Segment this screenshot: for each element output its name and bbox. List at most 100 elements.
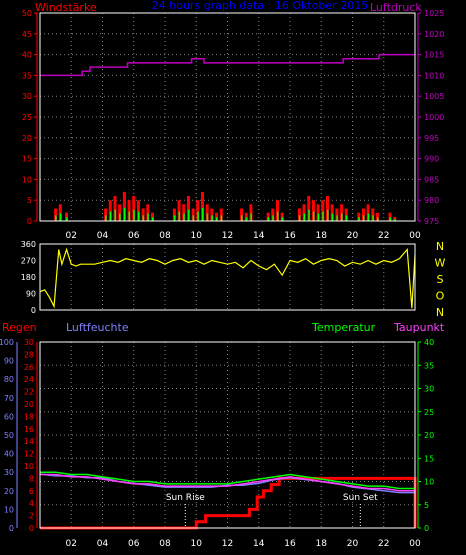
wind-average-bar [137, 211, 140, 221]
rain-tick-label: 22 [24, 388, 34, 397]
wind-average-bar [119, 213, 121, 221]
compass-label: O [436, 290, 445, 303]
x-tick-label: 12 [222, 231, 233, 241]
wind-average-bar [152, 217, 154, 221]
wind-tick-label: 35 [22, 71, 32, 80]
wind-bar [104, 208, 108, 221]
rain-tick-label: 6 [29, 487, 34, 496]
x-tick-label: 02 [66, 231, 77, 241]
rain-tick-label: 24 [24, 375, 34, 384]
wind-tick-label: 50 [22, 9, 32, 18]
wind-average-bar [123, 207, 126, 221]
x-tick-label: 20 [347, 539, 359, 549]
rain-tick-label: 26 [24, 363, 34, 372]
plot-frame [39, 12, 416, 222]
wind-average-bar [336, 215, 338, 221]
temperature-tick-label: 20 [424, 431, 434, 440]
wind-average-bar [367, 213, 370, 221]
wind-bar [371, 208, 375, 221]
wind-bar [127, 200, 131, 221]
x-tick-label: 14 [253, 539, 265, 549]
humidity-tick-label: 70 [4, 394, 14, 403]
wind-bar [249, 204, 253, 221]
wind-average-bar [303, 213, 306, 221]
x-tick-label: 10 [191, 539, 203, 549]
humidity-tick-label: 80 [4, 375, 14, 384]
wind-bar [276, 200, 279, 221]
wind-bar [132, 196, 136, 221]
pressure-line [40, 53, 415, 77]
humidity-tick-label: 20 [4, 487, 14, 496]
rain-tick-label: 30 [24, 338, 34, 347]
humidity-tick-label: 30 [4, 468, 14, 477]
temperature-tick-label: 5 [424, 501, 429, 510]
pressure-tick-label: 990 [424, 155, 439, 164]
wind-average-bar [362, 215, 365, 221]
wind-average-bar [183, 213, 185, 221]
wind-bar [357, 212, 361, 221]
wind-average-bar [187, 209, 190, 221]
wind-average-bar [331, 213, 334, 221]
wind-average-bar [322, 211, 324, 221]
wind-average-bar [59, 213, 62, 221]
dewpoint-axis-title: Taupunkt [393, 321, 445, 334]
humidity-line [39, 473, 415, 494]
wind-average-bar [66, 217, 68, 221]
wind-average-bar [312, 211, 315, 221]
wind-bar [191, 208, 195, 221]
rain-tick-label: 20 [24, 400, 34, 409]
wind-average-bar [178, 211, 181, 221]
pressure-tick-label: 1005 [424, 92, 444, 101]
wind-average-bar [308, 209, 310, 221]
pressure-tick-label: 995 [424, 134, 439, 143]
plot-frame [39, 243, 416, 311]
humidity-tick-label: 100 [0, 338, 14, 347]
wind-average-bar [211, 215, 213, 221]
rain-tick-label: 2 [29, 512, 34, 521]
pressure-tick-label: 975 [424, 217, 439, 226]
wind-tick-label: 10 [22, 175, 32, 184]
wind-bar [302, 204, 306, 221]
wind-average-bar [341, 213, 343, 221]
wind-average-bar [197, 211, 199, 221]
wind-tick-label: 5 [27, 196, 32, 205]
wind-bar [219, 208, 223, 221]
wind-tick-label: 40 [22, 51, 32, 60]
x-tick-label: 04 [97, 539, 109, 549]
wind-average-bar [277, 211, 279, 221]
wind-average-bar [114, 209, 116, 221]
temperature-tick-label: 25 [424, 408, 434, 417]
rain-tick-label: 12 [24, 450, 34, 459]
wind-average-bar [272, 215, 274, 221]
wind-bar [215, 212, 219, 221]
wind-tick-label: 20 [22, 134, 32, 143]
x-tick-label: 08 [159, 231, 171, 241]
wind-bar [151, 212, 154, 221]
x-tick-label: 00 [409, 231, 421, 241]
x-tick-label: 04 [97, 231, 109, 241]
wind-bar [326, 196, 329, 221]
wind-bar [172, 208, 176, 221]
wind-bar [182, 204, 186, 221]
humidity-axis-title: Luftfeuchte [66, 321, 129, 334]
x-tick-label: 02 [66, 539, 77, 549]
wind-average-bar [109, 211, 112, 221]
wind-bar [146, 204, 150, 221]
rain-tick-label: 10 [24, 462, 34, 471]
wind-average-bar [298, 215, 301, 221]
plot-frame [39, 341, 416, 529]
wind-bar [297, 208, 301, 221]
sun-marker-label: Sun Rise [166, 493, 205, 503]
rain-tick-label: 4 [29, 499, 34, 508]
wind-average-bar [192, 215, 195, 221]
compass-label: W [435, 257, 446, 270]
x-tick-label: 12 [222, 539, 233, 549]
temperature-tick-label: 0 [424, 524, 429, 533]
wind-bar [122, 191, 126, 221]
wind-bar [113, 196, 117, 221]
temperature-tick-label: 35 [424, 361, 434, 370]
temperature-tick-label: 30 [424, 385, 434, 394]
wind-bar [141, 208, 145, 221]
x-tick-label: 14 [253, 231, 265, 241]
